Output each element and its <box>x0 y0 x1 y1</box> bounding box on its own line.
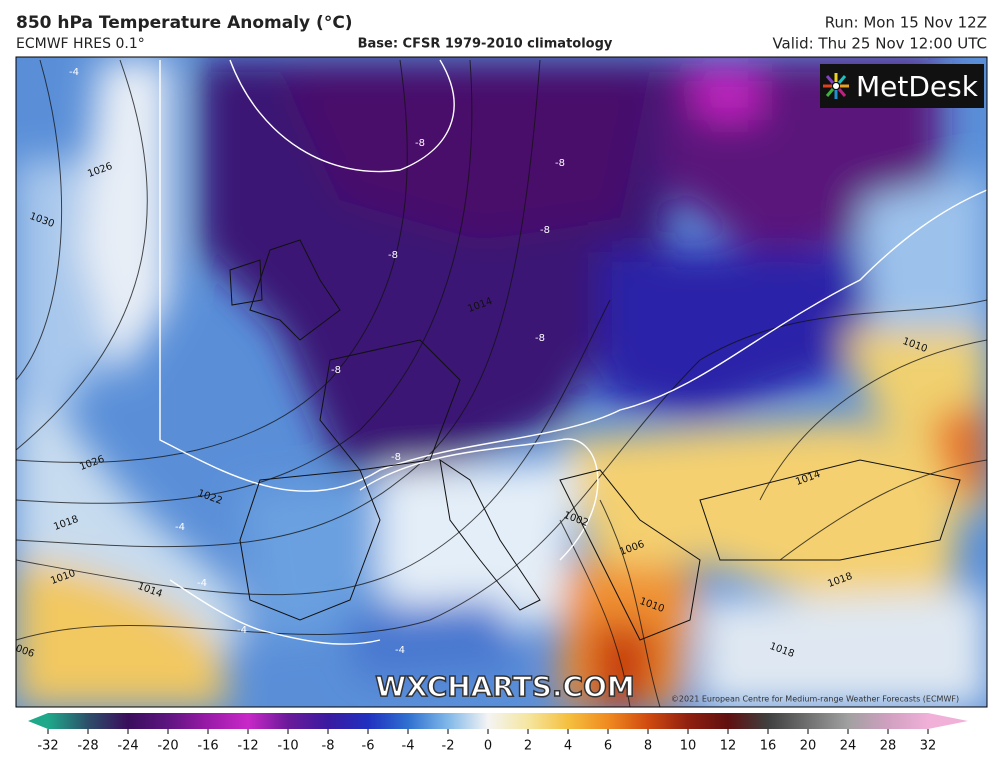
contour-label: -8 <box>555 158 565 169</box>
logo-icon <box>823 73 849 99</box>
colorbar: -32 -28 -24 -20 -16 -12 -10 -8 -6 -4 -2 0 2 4 6 8 10 12 16… <box>28 713 968 754</box>
colorbar-tick-label: -6 <box>362 739 375 754</box>
colorbar-tick-label: 6 <box>604 739 612 754</box>
colorbar-tick-label: 2 <box>524 739 532 754</box>
colorbar-tick-label: -24 <box>117 739 138 754</box>
contour-label: -4 <box>395 645 405 656</box>
isobars <box>16 59 987 707</box>
colorbar-tick-label: -8 <box>322 739 335 754</box>
colorbar-tick-label: 8 <box>644 739 652 754</box>
colorbar-tick-label: -4 <box>402 739 415 754</box>
anomaly-contours <box>159 59 987 645</box>
contour-label: -8 <box>540 225 550 236</box>
contour-label: -8 <box>415 138 425 149</box>
colorbar-tick-label: 24 <box>840 739 857 754</box>
colorbar-tick-label: -2 <box>442 739 455 754</box>
colorbar-tick-label: 12 <box>720 739 737 754</box>
colorbar-tick-label: -20 <box>157 739 178 754</box>
contour-label: -8 <box>391 452 401 463</box>
coastlines <box>229 239 961 641</box>
colorbar-tick-label: 0 <box>484 739 492 754</box>
contour-label: -4 <box>175 522 185 533</box>
colorbar-tick-label: 32 <box>920 739 937 754</box>
valid: Valid: Thu 25 Nov 12:00 UTC <box>772 35 987 53</box>
contour-label: -4 <box>197 578 207 589</box>
run: Run: Mon 15 Nov 12Z <box>825 14 987 32</box>
colorbar-tick-label: 10 <box>680 739 697 754</box>
colorbar-tick-label: 16 <box>760 739 777 754</box>
colorbar-tick-label: -12 <box>237 739 258 754</box>
colorbar-body <box>48 713 928 729</box>
anomaly-field <box>16 60 987 707</box>
watermark: WXCHARTS.COM <box>375 670 635 703</box>
colorbar-tick-label: 28 <box>880 739 897 754</box>
colorbar-tick-label: 4 <box>564 739 572 754</box>
colorbar-tick-label: -32 <box>37 739 58 754</box>
map: MetDesk WXCHARTS.COM ©2021 European Cent… <box>16 57 987 707</box>
map-frame <box>15 56 988 708</box>
model: ECMWF HRES 0.1° <box>16 36 145 52</box>
colorbar-tick-label: 20 <box>800 739 817 754</box>
contour-label: -4 <box>237 625 247 636</box>
colorbar-tick-label: -28 <box>77 739 98 754</box>
contour-label: -4 <box>69 67 79 78</box>
colorbar-tick-label: -16 <box>197 739 218 754</box>
base: Base: CFSR 1979-2010 climatology <box>358 37 613 52</box>
colorbar-left-arrow <box>28 713 48 729</box>
contour-label: -8 <box>535 333 545 344</box>
colorbar-right-arrow <box>928 713 968 729</box>
logo-text: MetDesk <box>856 70 979 103</box>
title: 850 hPa Temperature Anomaly (°C) <box>16 13 353 33</box>
colorbar-tick-label: -10 <box>277 739 298 754</box>
contour-label: -8 <box>388 250 398 261</box>
copyright: ©2021 European Centre for Medium-range W… <box>671 695 959 704</box>
contour-label: -8 <box>331 365 341 376</box>
